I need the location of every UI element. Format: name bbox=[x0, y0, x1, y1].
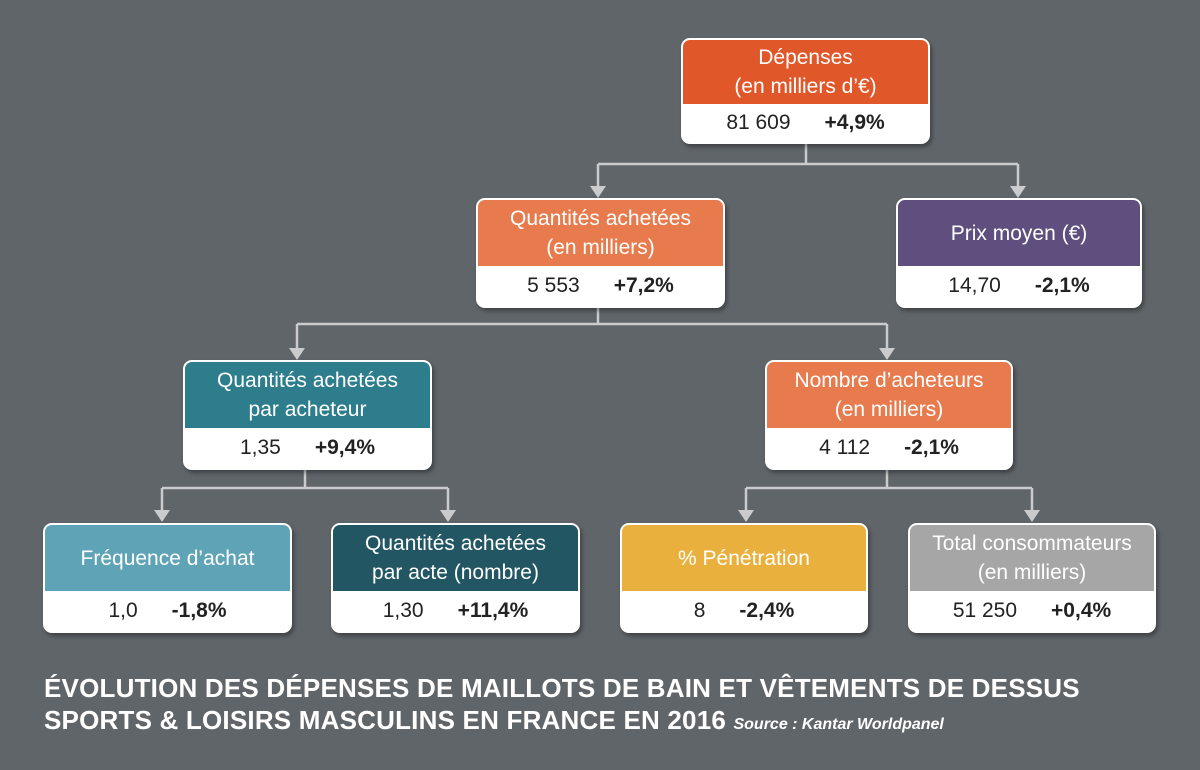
node-values: 81 609 +4,9% bbox=[683, 104, 928, 142]
node-header: Quantités achetées par acte (nombre) bbox=[333, 525, 578, 591]
footer-title: ÉVOLUTION DES DÉPENSES DE MAILLOTS DE BA… bbox=[44, 672, 1174, 741]
node-values: 5 553 +7,2% bbox=[478, 266, 723, 306]
node-value: 1,0 bbox=[108, 599, 138, 622]
node-label: Quantités achetées bbox=[217, 369, 398, 392]
footer-title-line2: SPORTS & LOISIRS MASCULINS EN FRANCE EN … bbox=[44, 704, 1174, 741]
node-values: 1,35 +9,4% bbox=[185, 428, 430, 468]
node-label: Nombre d’acheteurs bbox=[794, 369, 984, 392]
node-header: Nombre d’acheteurs (en milliers) bbox=[767, 362, 1011, 428]
node-frequence-achat: Fréquence d’achat 1,0 -1,8% bbox=[43, 523, 292, 633]
node-value: 8 bbox=[693, 599, 706, 622]
node-change: -1,8% bbox=[171, 599, 227, 622]
connector-depenses bbox=[596, 142, 1020, 188]
node-header: Prix moyen (€) bbox=[898, 200, 1140, 266]
node-total-consommateurs: Total consommateurs (en milliers) 51 250… bbox=[908, 523, 1156, 633]
node-penetration: % Pénétration 8 -2,4% bbox=[620, 523, 868, 633]
node-label: Prix moyen (€) bbox=[950, 221, 1088, 245]
node-value: 1,30 bbox=[382, 599, 424, 622]
node-values: 14,70 -2,1% bbox=[898, 266, 1140, 306]
node-label: % Pénétration bbox=[678, 546, 810, 570]
arrowhead-quantites bbox=[590, 186, 606, 198]
node-label: Quantités achetées bbox=[510, 207, 691, 230]
node-change: +11,4% bbox=[457, 599, 529, 622]
node-change: -2,4% bbox=[739, 599, 795, 622]
node-values: 1,30 +11,4% bbox=[333, 591, 578, 631]
arrowhead-penetration bbox=[738, 510, 754, 522]
node-change: +9,4% bbox=[314, 436, 375, 459]
node-label: Fréquence d’achat bbox=[80, 546, 255, 570]
node-values: 8 -2,4% bbox=[622, 591, 866, 631]
node-label: Quantités achetées bbox=[365, 532, 546, 555]
node-values: 51 250 +0,4% bbox=[910, 591, 1154, 631]
arrowhead-frequence bbox=[154, 510, 170, 522]
node-header: Quantités achetées (en milliers) bbox=[478, 200, 723, 266]
node-quantites: Quantités achetées (en milliers) 5 553 +… bbox=[476, 198, 725, 308]
connector-nb-acheteurs bbox=[744, 468, 1034, 512]
arrowhead-total-conso bbox=[1024, 510, 1040, 522]
node-header: % Pénétration bbox=[622, 525, 866, 591]
connector-qte-acheteur bbox=[160, 468, 450, 512]
arrowhead-qte-acheteur bbox=[289, 348, 305, 360]
node-change: -2,1% bbox=[1034, 274, 1090, 297]
node-header: Quantités achetées par acheteur bbox=[185, 362, 430, 428]
node-value: 51 250 bbox=[952, 599, 1018, 622]
node-header: Total consommateurs (en milliers) bbox=[910, 525, 1154, 591]
node-prix-moyen: Prix moyen (€) 14,70 -2,1% bbox=[896, 198, 1142, 308]
node-header: Fréquence d’achat bbox=[45, 525, 290, 591]
node-value: 14,70 bbox=[948, 274, 1001, 297]
node-values: 1,0 -1,8% bbox=[45, 591, 290, 631]
node-sublabel: (en milliers) bbox=[977, 561, 1087, 584]
node-label: Dépenses bbox=[758, 46, 853, 69]
node-sublabel: (en milliers d’€) bbox=[734, 75, 877, 98]
node-qte-par-acte: Quantités achetées par acte (nombre) 1,3… bbox=[331, 523, 580, 633]
node-label: Total consommateurs bbox=[932, 532, 1132, 555]
node-sublabel: par acheteur bbox=[248, 398, 367, 421]
node-change: -2,1% bbox=[904, 436, 959, 459]
node-sublabel: (en milliers) bbox=[546, 236, 655, 259]
node-change: +0,4% bbox=[1051, 599, 1112, 622]
node-value: 4 112 bbox=[819, 436, 871, 459]
footer-source: Source : Kantar Worldpanel bbox=[733, 716, 944, 733]
node-change: +4,9% bbox=[824, 111, 885, 134]
footer-title-line2-text: SPORTS & LOISIRS MASCULINS EN FRANCE EN … bbox=[44, 705, 727, 735]
arrowhead-qte-acte bbox=[440, 510, 456, 522]
footer-title-line1: ÉVOLUTION DES DÉPENSES DE MAILLOTS DE BA… bbox=[44, 673, 1080, 703]
node-header: Dépenses (en milliers d’€) bbox=[683, 40, 928, 104]
node-values: 4 112 -2,1% bbox=[767, 428, 1011, 468]
node-sublabel: (en milliers) bbox=[834, 398, 944, 421]
node-change: +7,2% bbox=[613, 274, 674, 297]
node-value: 81 609 bbox=[726, 111, 791, 134]
arrowhead-prix bbox=[1010, 186, 1026, 198]
node-value: 5 553 bbox=[527, 274, 580, 297]
node-nombre-acheteurs: Nombre d’acheteurs (en milliers) 4 112 -… bbox=[765, 360, 1013, 470]
node-depenses: Dépenses (en milliers d’€) 81 609 +4,9% bbox=[681, 38, 930, 144]
node-sublabel: par acte (nombre) bbox=[372, 561, 539, 584]
node-qte-par-acheteur: Quantités achetées par acheteur 1,35 +9,… bbox=[183, 360, 432, 470]
arrowhead-nb-acheteurs bbox=[879, 348, 895, 360]
node-value: 1,35 bbox=[239, 436, 281, 459]
connector-quantites bbox=[295, 306, 889, 350]
